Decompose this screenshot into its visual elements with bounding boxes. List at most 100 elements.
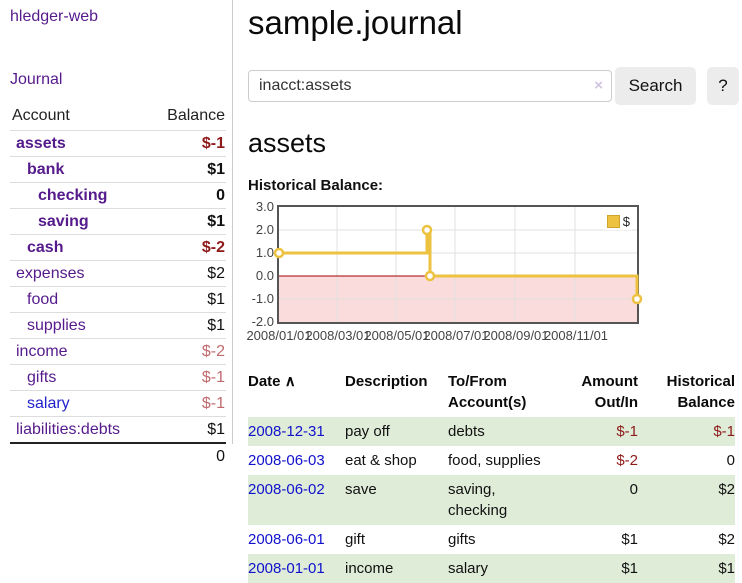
account-balance: $1 — [149, 312, 226, 339]
account-balance: $-2 — [149, 338, 226, 365]
transaction-date-link[interactable]: 2008-06-01 — [248, 531, 325, 548]
app-title-link[interactable]: hledger-web — [10, 8, 99, 25]
y-axis-tick: 1.0 — [255, 245, 274, 260]
transaction-amount: $-2 — [616, 452, 638, 469]
x-axis-tick: 2008/11/01 — [543, 328, 609, 343]
x-axis-tick: 2008/07/01 — [423, 328, 489, 343]
transaction-account: saving, checking — [448, 475, 558, 525]
transaction-balance: $2 — [638, 475, 735, 525]
column-header-balance: Balance — [149, 105, 226, 131]
account-link-assets[interactable]: assets — [16, 135, 66, 152]
account-row-expenses: expenses $2 — [10, 260, 226, 287]
transaction-amount: 0 — [558, 475, 638, 525]
account-row-assets: assets $-1 — [10, 130, 226, 157]
transaction-amount: $1 — [621, 531, 638, 548]
y-axis-tick: 0.0 — [255, 268, 274, 283]
account-link-food[interactable]: food — [27, 291, 59, 308]
transaction-account: debts — [448, 417, 558, 446]
gridlines — [279, 207, 637, 322]
account-link-checking[interactable]: checking — [38, 187, 108, 204]
transaction-balance: 0 — [726, 452, 735, 469]
account-link-saving[interactable]: saving — [38, 213, 89, 230]
x-axis-tick: 2008/01/01 — [246, 328, 312, 343]
account-balance: $1 — [149, 416, 226, 444]
total-balance: 0 — [216, 448, 225, 465]
accounts-table: Account Balance assets $-1 bank $1 check… — [10, 105, 226, 469]
account-link-supplies[interactable]: supplies — [27, 317, 86, 334]
transaction-account: food, supplies — [448, 452, 541, 469]
transaction-balance: $1 — [638, 554, 735, 583]
x-axis-tick: 2008/03/01 — [305, 328, 371, 343]
account-balance: $-2 — [149, 234, 226, 261]
chart-title: Historical Balance: — [248, 177, 384, 194]
account-row-supplies: supplies $1 — [10, 312, 226, 339]
data-point-markers — [273, 224, 643, 305]
column-header-balance: Historical Balance — [666, 373, 735, 411]
search-form: × Search ? — [248, 67, 742, 105]
column-header-account: Account — [10, 105, 150, 131]
account-link-cash[interactable]: cash — [27, 239, 64, 256]
transaction-date-link[interactable]: 2008-06-03 — [248, 452, 325, 469]
account-balance: $1 — [149, 208, 226, 235]
account-link-liabilities-debts[interactable]: liabilities:debts — [16, 421, 121, 438]
y-axis-tick: 3.0 — [255, 199, 274, 214]
account-balance: $-1 — [149, 390, 226, 417]
account-link-income[interactable]: income — [16, 343, 68, 360]
transaction-row: 2008-06-01 gift gifts $1 $2 — [248, 525, 735, 554]
transaction-row: 2008-12-31 pay off debts $-1 $-1 — [248, 417, 735, 446]
account-balance: 0 — [149, 182, 226, 209]
chart-canvas — [273, 207, 643, 322]
main-content: sample.journal × Search ? assets Histori… — [246, 0, 742, 583]
account-row-bank: bank $1 — [10, 156, 226, 183]
transaction-description: income — [345, 554, 448, 583]
account-balance: $1 — [149, 156, 226, 183]
column-header-amount: Amount Out/In — [581, 373, 638, 411]
account-link-expenses[interactable]: expenses — [16, 265, 85, 282]
account-row-liabilities-debts: liabilities:debts $1 — [10, 416, 226, 444]
account-balance: $1 — [149, 286, 226, 313]
transaction-description: save — [345, 475, 448, 525]
y-axis-tick: 2.0 — [255, 222, 274, 237]
account-balance: $-1 — [149, 364, 226, 391]
account-page-title: assets — [248, 128, 327, 158]
account-link-gifts[interactable]: gifts — [27, 369, 57, 386]
chart-plot-area[interactable]: $ — [273, 205, 643, 324]
column-header-date[interactable]: Date ∧ — [248, 373, 296, 390]
transaction-row: 2008-06-02 save saving, checking 0 $2 — [248, 475, 735, 525]
account-row-saving: saving $1 — [10, 208, 226, 235]
transaction-description: gift — [345, 531, 366, 548]
transaction-balance: $2 — [718, 531, 735, 548]
transactions-table-header: Date ∧ Description To/From Account(s) Am… — [248, 369, 735, 417]
column-header-account: To/From Account(s) — [448, 373, 527, 411]
sidebar-item-journal[interactable]: Journal — [10, 71, 63, 88]
x-axis-tick: 2008/09/01 — [483, 328, 549, 343]
transaction-date-link[interactable]: 2008-12-31 — [248, 423, 325, 440]
column-header-description: Description — [345, 373, 428, 390]
account-balance: $2 — [149, 260, 226, 287]
legend-swatch-icon — [606, 215, 620, 228]
historical-balance-chart: 3.0 2.0 1.0 0.0 -1.0 -2.0 — [246, 199, 742, 351]
account-row-gifts: gifts $-1 — [10, 364, 226, 391]
search-button[interactable]: Search — [615, 67, 696, 105]
account-row-salary: salary $-1 — [10, 390, 226, 417]
sidebar: hledger-web Journal Account Balance asse… — [0, 0, 233, 465]
page-title: sample.journal — [248, 4, 463, 41]
sort-ascending-icon[interactable]: ∧ — [284, 373, 296, 390]
account-balance: $-1 — [149, 130, 226, 157]
account-link-salary[interactable]: salary — [27, 395, 70, 412]
accounts-table-header: Account Balance — [10, 105, 226, 131]
y-axis-tick: -1.0 — [251, 291, 274, 306]
transaction-date-link[interactable]: 2008-01-01 — [248, 560, 325, 577]
account-link-bank[interactable]: bank — [27, 161, 65, 178]
search-input[interactable] — [248, 70, 612, 102]
legend-label: $ — [622, 214, 630, 229]
help-button[interactable]: ? — [707, 67, 739, 105]
account-row-income: income $-2 — [10, 338, 226, 365]
transaction-description: eat & shop — [345, 452, 417, 469]
transaction-date-link[interactable]: 2008-06-02 — [248, 481, 325, 498]
transaction-row: 2008-06-03 eat & shop food, supplies $-2… — [248, 446, 735, 475]
account-row-food: food $1 — [10, 286, 226, 313]
transaction-amount: $-1 — [558, 417, 638, 446]
account-row-checking: checking 0 — [10, 182, 226, 209]
clear-search-icon[interactable]: × — [594, 77, 603, 94]
